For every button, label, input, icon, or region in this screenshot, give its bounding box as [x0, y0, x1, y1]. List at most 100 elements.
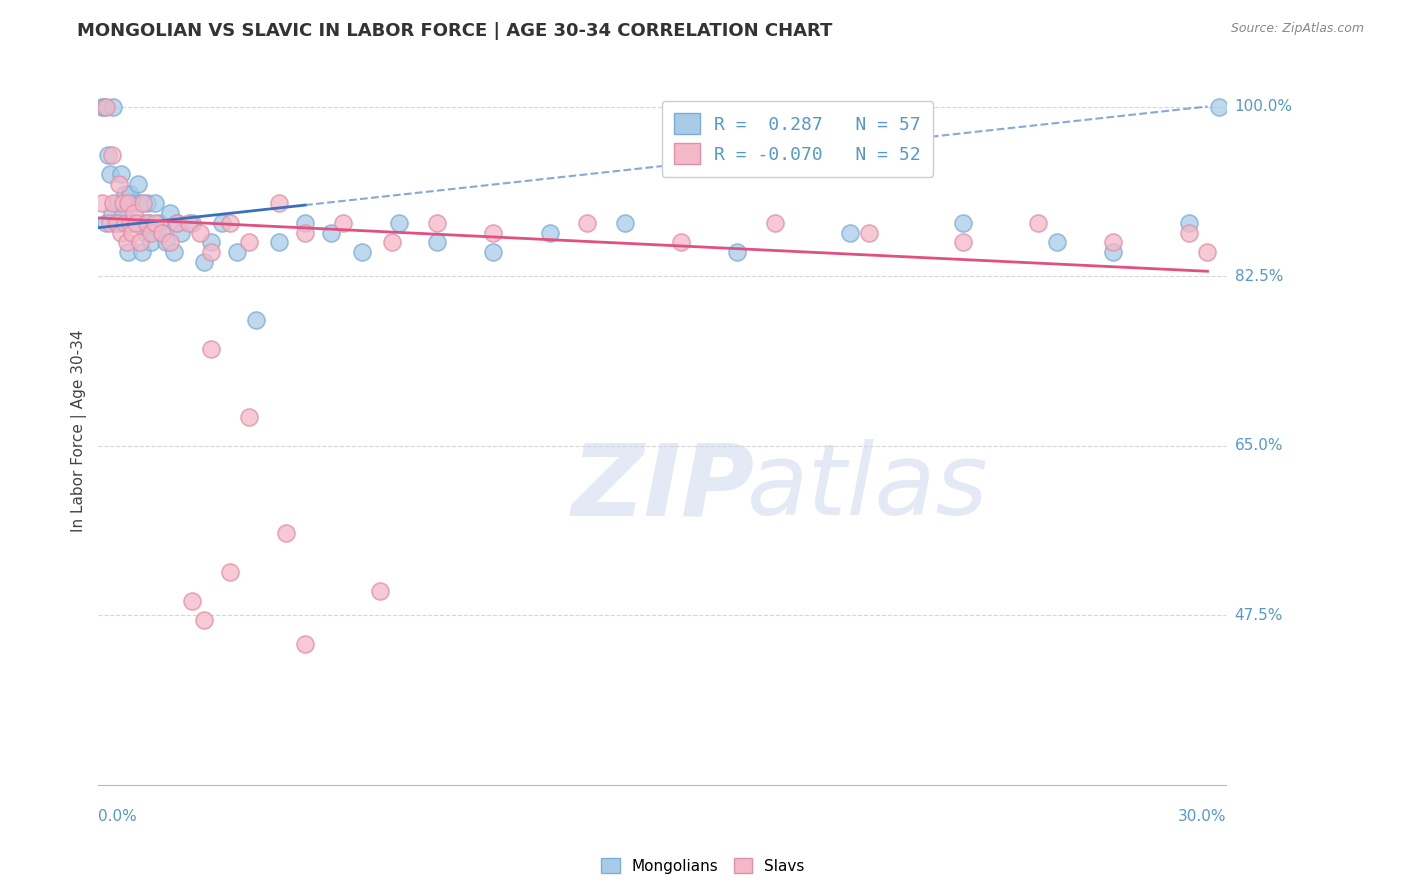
- Point: [952, 235, 974, 250]
- Point: [93, 99, 115, 113]
- Point: [139, 226, 162, 240]
- Point: [1208, 99, 1230, 113]
- Point: [122, 196, 145, 211]
- Point: [103, 99, 125, 113]
- Text: 30.0%: 30.0%: [1178, 809, 1226, 824]
- Point: [482, 244, 505, 259]
- Point: [114, 216, 136, 230]
- Point: [128, 235, 150, 250]
- Point: [166, 216, 188, 230]
- Point: [111, 206, 134, 220]
- Text: atlas: atlas: [747, 439, 988, 536]
- Point: [267, 196, 290, 211]
- Point: [211, 216, 233, 230]
- Point: [181, 594, 204, 608]
- Point: [181, 216, 204, 230]
- Point: [238, 235, 260, 250]
- Point: [321, 226, 343, 240]
- Point: [294, 637, 316, 651]
- Point: [114, 186, 136, 201]
- Point: [226, 244, 249, 259]
- Point: [388, 216, 411, 230]
- Point: [105, 216, 128, 230]
- Point: [98, 216, 121, 230]
- Point: [105, 196, 128, 211]
- Point: [1197, 244, 1219, 259]
- Point: [193, 254, 215, 268]
- Point: [128, 196, 150, 211]
- Point: [136, 196, 159, 211]
- Point: [117, 244, 139, 259]
- Point: [108, 177, 131, 191]
- Point: [613, 216, 636, 230]
- Point: [139, 235, 162, 250]
- Point: [245, 312, 267, 326]
- Point: [1177, 226, 1199, 240]
- Point: [122, 206, 145, 220]
- Point: [332, 216, 354, 230]
- Point: [98, 167, 121, 181]
- Point: [121, 216, 143, 230]
- Point: [103, 196, 125, 211]
- Point: [125, 216, 148, 230]
- Point: [267, 235, 290, 250]
- Point: [150, 226, 173, 240]
- Point: [125, 216, 148, 230]
- Point: [727, 244, 749, 259]
- Point: [170, 226, 193, 240]
- Point: [426, 216, 449, 230]
- Legend: R =  0.287   N = 57, R = -0.070   N = 52: R = 0.287 N = 57, R = -0.070 N = 52: [662, 101, 934, 177]
- Point: [108, 216, 131, 230]
- Text: 65.0%: 65.0%: [1234, 438, 1284, 453]
- Point: [1102, 235, 1125, 250]
- Point: [104, 216, 127, 230]
- Point: [1102, 244, 1125, 259]
- Point: [100, 148, 122, 162]
- Point: [858, 226, 880, 240]
- Point: [576, 216, 599, 230]
- Point: [294, 216, 316, 230]
- Point: [127, 177, 149, 191]
- Point: [120, 186, 142, 201]
- Point: [1177, 216, 1199, 230]
- Text: ZIP: ZIP: [572, 439, 755, 536]
- Point: [132, 216, 155, 230]
- Point: [120, 216, 142, 230]
- Text: 47.5%: 47.5%: [1234, 607, 1282, 623]
- Point: [188, 226, 211, 240]
- Point: [370, 584, 392, 599]
- Point: [132, 196, 155, 211]
- Point: [91, 196, 114, 211]
- Point: [115, 235, 138, 250]
- Text: Source: ZipAtlas.com: Source: ZipAtlas.com: [1230, 22, 1364, 36]
- Point: [143, 196, 166, 211]
- Point: [1046, 235, 1069, 250]
- Point: [110, 167, 132, 181]
- Point: [131, 244, 153, 259]
- Point: [177, 216, 200, 230]
- Point: [100, 206, 122, 220]
- Text: 100.0%: 100.0%: [1234, 99, 1292, 114]
- Point: [350, 244, 373, 259]
- Point: [276, 525, 298, 540]
- Point: [136, 216, 159, 230]
- Point: [381, 235, 404, 250]
- Point: [134, 226, 156, 240]
- Point: [97, 148, 120, 162]
- Point: [482, 226, 505, 240]
- Point: [110, 226, 132, 240]
- Point: [148, 216, 170, 230]
- Point: [219, 216, 242, 230]
- Point: [200, 342, 222, 356]
- Point: [200, 235, 222, 250]
- Point: [91, 99, 114, 113]
- Point: [200, 244, 222, 259]
- Text: 82.5%: 82.5%: [1234, 268, 1282, 284]
- Point: [159, 206, 181, 220]
- Point: [94, 99, 117, 113]
- Point: [426, 235, 449, 250]
- Point: [94, 216, 117, 230]
- Point: [193, 613, 215, 627]
- Point: [121, 226, 143, 240]
- Point: [952, 216, 974, 230]
